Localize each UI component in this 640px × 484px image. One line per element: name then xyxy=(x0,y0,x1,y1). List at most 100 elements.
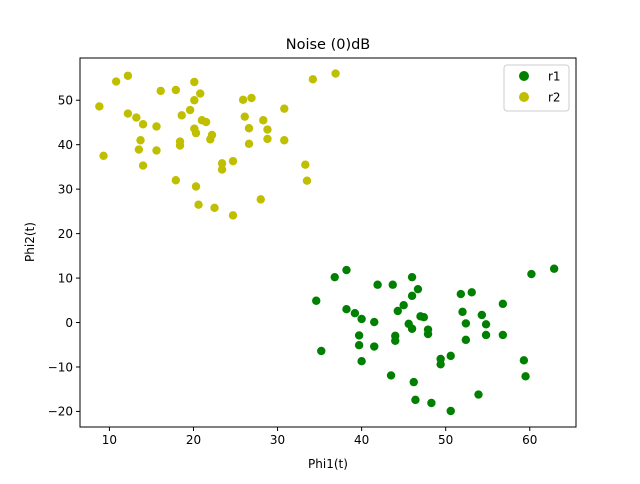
data-point-r2-18 xyxy=(185,105,195,115)
data-point-r1-41 xyxy=(477,310,487,320)
data-point-r2-24 xyxy=(194,200,203,209)
legend-label-r2: r2 xyxy=(548,91,561,105)
data-point-r2-7 xyxy=(136,136,145,145)
data-point-r1-49 xyxy=(549,264,559,273)
data-point-r2-6 xyxy=(134,145,144,154)
y-tick-label: 30 xyxy=(58,182,73,196)
data-point-r2-36 xyxy=(240,112,249,121)
data-point-r1-0 xyxy=(312,296,321,305)
data-point-r1-12 xyxy=(373,280,382,289)
data-point-r1-36 xyxy=(458,307,467,317)
y-tick-label: −20 xyxy=(48,405,73,419)
legend: r1 r2 xyxy=(503,64,570,112)
data-point-r1-17 xyxy=(393,306,402,316)
data-point-r1-20 xyxy=(407,272,417,282)
data-point-r2-39 xyxy=(247,93,256,103)
data-point-r1-42 xyxy=(481,330,491,340)
y-tick-label: 0 xyxy=(65,316,73,330)
data-point-r1-38 xyxy=(461,319,471,328)
data-point-r1-37 xyxy=(461,335,471,345)
data-point-r2-5 xyxy=(132,113,141,122)
data-point-r1-43 xyxy=(481,320,491,329)
data-point-r1-24 xyxy=(411,395,420,405)
data-point-r2-29 xyxy=(207,130,217,140)
data-point-r2-17 xyxy=(177,111,186,120)
data-point-r1-47 xyxy=(521,372,530,381)
data-point-r2-21 xyxy=(190,96,199,105)
data-point-r1-10 xyxy=(370,317,379,327)
x-tick-label: 30 xyxy=(270,433,285,447)
data-point-r1-9 xyxy=(357,357,366,366)
data-point-r2-9 xyxy=(138,161,148,170)
x-axis-ticks: 10 20 30 40 50 60 xyxy=(102,427,537,447)
y-axis-ticks: −20 −10 0 10 20 30 40 50 xyxy=(48,94,80,419)
data-point-r1-39 xyxy=(467,288,476,297)
chart-title: Noise (0)dB xyxy=(286,37,371,53)
data-point-r2-23 xyxy=(191,182,201,191)
data-point-r1-13 xyxy=(388,280,397,289)
data-point-r1-40 xyxy=(474,390,483,399)
data-point-r1-35 xyxy=(456,289,466,299)
data-point-r1-1 xyxy=(317,346,326,356)
data-point-r1-29 xyxy=(423,329,433,339)
data-point-r1-44 xyxy=(498,299,508,309)
data-point-r1-21 xyxy=(407,291,417,301)
data-point-r2-41 xyxy=(259,116,268,125)
data-point-r2-43 xyxy=(263,125,272,134)
legend-marker-r2 xyxy=(519,92,529,102)
x-tick-label: 40 xyxy=(354,433,369,447)
data-point-r2-34 xyxy=(228,211,238,220)
data-point-r2-38 xyxy=(244,124,254,133)
data-point-r1-45 xyxy=(498,330,508,340)
data-point-r1-6 xyxy=(354,331,364,340)
legend-label-r1: r1 xyxy=(548,70,561,84)
data-point-r1-3 xyxy=(342,265,351,275)
data-point-r1-32 xyxy=(436,360,445,369)
data-point-r2-0 xyxy=(95,102,104,111)
data-point-r2-35 xyxy=(238,95,248,104)
data-point-r2-30 xyxy=(210,203,219,213)
data-point-r2-4 xyxy=(123,109,133,118)
plot-frame xyxy=(79,57,577,428)
data-point-r1-5 xyxy=(350,308,360,318)
data-point-r2-2 xyxy=(111,77,121,86)
data-point-r2-12 xyxy=(156,86,165,96)
data-point-r2-3 xyxy=(123,71,133,80)
data-point-r1-46 xyxy=(519,356,529,365)
data-point-r2-42 xyxy=(263,134,272,144)
data-point-r1-16 xyxy=(391,336,400,345)
y-tick-label: 10 xyxy=(58,271,73,285)
data-point-r1-27 xyxy=(419,312,429,322)
data-point-r2-40 xyxy=(256,195,265,204)
y-tick-label: −10 xyxy=(48,360,73,374)
data-point-r2-32 xyxy=(217,165,227,174)
y-tick-label: 20 xyxy=(58,227,73,241)
data-point-r2-47 xyxy=(302,176,312,185)
data-point-r2-20 xyxy=(190,77,199,87)
data-point-r2-8 xyxy=(138,120,148,129)
data-point-r1-2 xyxy=(330,272,339,282)
y-tick-label: 50 xyxy=(58,94,73,108)
data-point-r1-22 xyxy=(407,324,417,333)
data-point-r1-4 xyxy=(342,304,351,314)
data-point-r2-25 xyxy=(196,89,205,98)
data-point-r2-22 xyxy=(191,128,201,138)
data-point-r2-14 xyxy=(171,176,181,185)
data-point-r2-49 xyxy=(331,69,340,78)
data-point-r2-46 xyxy=(301,160,310,169)
data-point-r1-8 xyxy=(357,314,366,324)
points-layer xyxy=(95,69,559,416)
y-tick-label: 40 xyxy=(58,138,73,152)
x-tick-label: 50 xyxy=(438,433,453,447)
data-point-r1-25 xyxy=(413,284,423,294)
data-point-r2-10 xyxy=(152,122,161,131)
x-tick-label: 10 xyxy=(102,433,117,447)
data-point-r1-48 xyxy=(527,269,536,279)
data-point-r2-16 xyxy=(175,141,185,150)
data-point-r2-48 xyxy=(308,75,318,84)
x-tick-label: 20 xyxy=(186,433,201,447)
x-axis-label: Phi1(t) xyxy=(308,457,348,471)
data-point-r1-7 xyxy=(354,341,364,350)
x-tick-label: 60 xyxy=(522,433,537,447)
